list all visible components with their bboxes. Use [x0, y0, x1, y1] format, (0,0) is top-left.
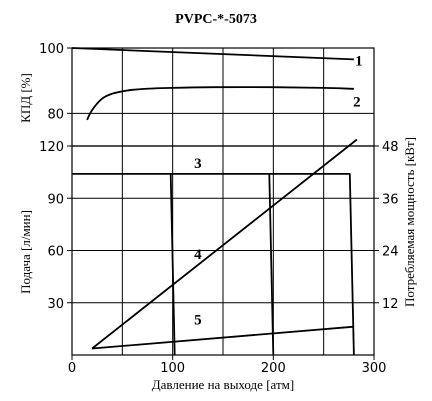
- x-tick-label: 200: [261, 361, 286, 376]
- series-layer: 1 2 3 4 5: [71, 47, 363, 356]
- efficiency-tick-label: 80: [47, 107, 64, 122]
- flow-power-grid: [72, 146, 374, 355]
- flow-tick-label: 120: [39, 140, 64, 155]
- efficiency-axis-label: КПД [%]: [18, 73, 33, 123]
- series-3-line: [269, 173, 355, 356]
- x-tick-label: 0: [68, 361, 76, 376]
- efficiency-tick-label: 100: [39, 42, 64, 57]
- series-label-3: 3: [194, 156, 202, 172]
- power-tick-label: 36: [382, 192, 399, 207]
- x-axis-label: Давление на выходе [атм]: [152, 377, 294, 392]
- series-label-4: 4: [194, 247, 202, 263]
- power-axis-label: Потребляемая мощность [кВт]: [402, 137, 417, 307]
- series-3-line: [170, 173, 275, 356]
- series-label-2: 2: [353, 94, 361, 110]
- efficiency-panel: [71, 47, 375, 147]
- series-2-line: [86, 86, 354, 121]
- chart-title: PVPC-*-5073: [175, 12, 257, 27]
- series-label-5: 5: [194, 313, 202, 329]
- flow-tick-label: 90: [47, 192, 64, 207]
- right-tick-labels: 48 36 24 12: [374, 140, 399, 312]
- flow-tick-label: 30: [47, 297, 64, 312]
- flow-axis-label: Подача [л/мин]: [18, 210, 33, 294]
- series-4-line: [91, 138, 358, 350]
- series-5: [92, 325, 354, 350]
- flow-tick-label: 60: [47, 245, 64, 260]
- series-5-line: [92, 325, 354, 350]
- series-1-line: [71, 47, 354, 61]
- series-3-line: [72, 173, 176, 356]
- left-tick-labels: 100 80 120 90 60 30: [39, 42, 72, 312]
- x-tick-labels: 0 100 200 300: [68, 355, 387, 376]
- series-3: [72, 173, 355, 356]
- series-2: [86, 86, 354, 121]
- power-tick-label: 12: [382, 297, 399, 312]
- power-tick-label: 24: [382, 245, 399, 260]
- series-label-1: 1: [355, 53, 363, 69]
- x-tick-label: 300: [362, 361, 387, 376]
- series-4: [91, 138, 358, 350]
- flow-power-panel: [71, 145, 375, 356]
- series-1: [71, 47, 354, 61]
- efficiency-grid: [72, 48, 374, 146]
- power-tick-label: 48: [382, 140, 399, 155]
- x-tick-label: 100: [160, 361, 185, 376]
